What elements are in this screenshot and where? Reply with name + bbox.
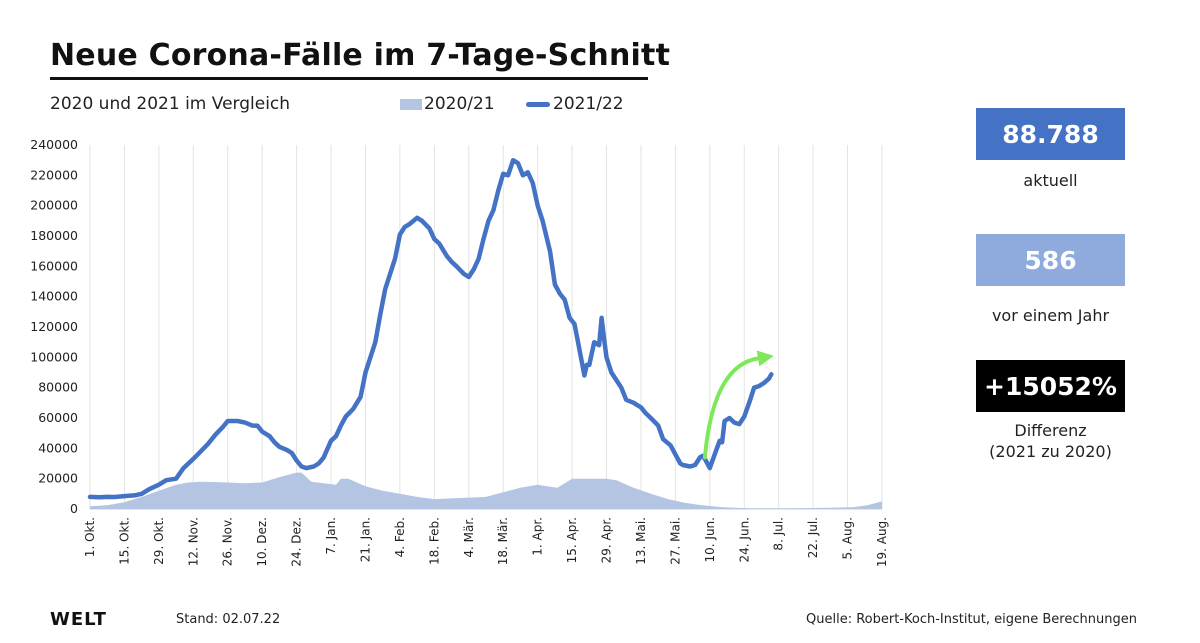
- kpi-current-box: 88.788: [976, 108, 1125, 160]
- x-tick-label: 4. Mär.: [462, 517, 476, 558]
- legend-label-2020-21: 2020/21: [424, 94, 495, 114]
- y-tick-label: 0: [70, 501, 78, 516]
- y-tick-label: 200000: [30, 198, 78, 213]
- y-tick-label: 240000: [30, 137, 78, 152]
- y-tick-label: 20000: [38, 471, 78, 486]
- legend-swatch-area: [400, 98, 422, 110]
- x-tick-label: 26. Nov.: [221, 517, 235, 566]
- x-tick-label: 24. Jun.: [737, 517, 751, 562]
- x-tick-label: 15. Okt.: [117, 517, 131, 565]
- x-tick-label: 10. Jun.: [703, 517, 717, 562]
- legend-item-2020-21: 2020/21: [400, 94, 495, 114]
- kpi-difference-label-line2: (2021 zu 2020): [989, 442, 1112, 461]
- y-tick-label: 100000: [30, 349, 78, 364]
- x-tick-label: 8. Jul.: [772, 517, 786, 551]
- y-tick-label: 180000: [30, 228, 78, 243]
- y-tick-label: 140000: [30, 289, 78, 304]
- y-tick-label: 160000: [30, 258, 78, 273]
- kpi-difference-box: +15052%: [976, 360, 1125, 412]
- legend-label-2021-22: 2021/22: [553, 94, 624, 114]
- x-tick-label: 15. Apr.: [565, 517, 579, 563]
- trend-arrow-shaft: [702, 356, 760, 460]
- kpi-last-year-box: 586: [976, 234, 1125, 286]
- title-underline: [50, 77, 648, 80]
- source-note: Quelle: Robert-Koch-Institut, eigene Ber…: [806, 612, 1137, 627]
- x-tick-label: 5. Aug.: [841, 517, 855, 560]
- x-tick-label: 13. Mai.: [634, 517, 648, 565]
- x-tick-label: 18. Mär.: [496, 517, 510, 565]
- x-tick-label: 18. Feb.: [427, 517, 441, 565]
- legend-item-2021-22: 2021/22: [526, 94, 624, 114]
- x-tick-label: 1. Apr.: [531, 517, 545, 556]
- x-tick-label: 29. Okt.: [152, 517, 166, 565]
- y-tick-label: 80000: [38, 380, 78, 395]
- x-tick-label: 1. Okt.: [83, 517, 97, 557]
- x-tick-label: 24. Dez.: [290, 517, 304, 567]
- welt-logo: WELT: [50, 609, 107, 630]
- series-2021-22-line: [87, 157, 774, 500]
- x-tick-label: 22. Jul.: [806, 517, 820, 558]
- x-tick-label: 19. Aug.: [875, 517, 889, 567]
- series-2020-21-area: [90, 472, 882, 509]
- y-tick-label: 220000: [30, 167, 78, 182]
- x-tick-label: 27. Mai.: [668, 517, 682, 565]
- legend-swatch-line: [526, 101, 550, 107]
- y-tick-label: 120000: [30, 319, 78, 334]
- y-tick-label: 40000: [38, 440, 78, 455]
- corona-chart: 1. Okt. 15. Okt. 29. Okt. 12. Nov. 26. Nov. 1…: [30, 137, 889, 567]
- x-tick-label: 10. Dez.: [255, 517, 269, 567]
- chart-subtitle: 2020 und 2021 im Vergleich: [50, 94, 291, 114]
- kpi-difference-label-line1: Differenz: [1014, 421, 1087, 440]
- x-tick-label: 4. Feb.: [393, 517, 407, 557]
- x-tick-label: 7. Jan.: [324, 517, 338, 555]
- stand-date: Stand: 02.07.22: [176, 612, 281, 627]
- x-tick-label: 12. Nov.: [186, 517, 200, 566]
- chart-title: Neue Corona-Fälle im 7-Tage-Schnitt: [50, 38, 671, 73]
- trend-arrow-head: [756, 350, 774, 367]
- x-tick-label: 21. Jan.: [358, 517, 372, 562]
- x-tick-label: 29. Apr.: [600, 517, 614, 563]
- kpi-last-year-label: vor einem Jahr: [991, 306, 1110, 325]
- kpi-current-label: aktuell: [1023, 171, 1078, 190]
- y-tick-label: 60000: [38, 410, 78, 425]
